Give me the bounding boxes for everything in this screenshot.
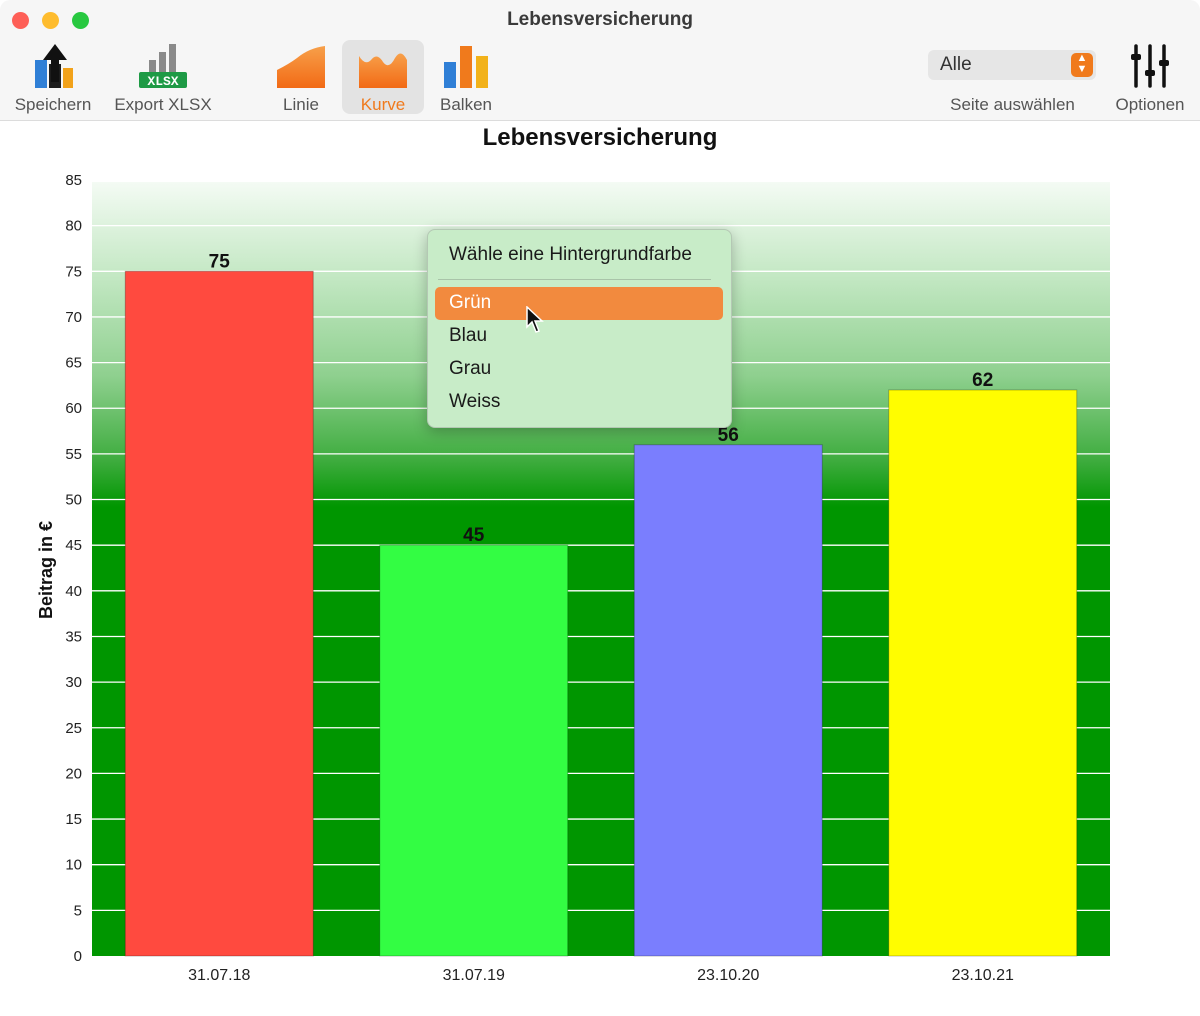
- bar: [124, 270, 314, 957]
- y-tick-label: 40: [65, 583, 82, 600]
- bar-chart-button[interactable]: Balken: [428, 40, 504, 114]
- background-color-menu: Wähle eine Hintergrundfarbe Grün Blau Gr…: [427, 229, 732, 428]
- close-window-button[interactable]: [12, 12, 29, 29]
- export-xlsx-button[interactable]: XLSX Export XLSX: [110, 40, 216, 114]
- sliders-icon: [1131, 44, 1169, 88]
- save-button[interactable]: Speichern: [10, 40, 96, 114]
- y-tick-label: 85: [65, 172, 82, 189]
- menu-item-label: Blau: [449, 325, 488, 346]
- bar-chart-icon: [444, 46, 488, 88]
- y-tick-label: 10: [65, 857, 82, 874]
- y-tick-label: 75: [65, 263, 82, 280]
- y-tick-label: 5: [74, 902, 82, 919]
- bar-value-label: 62: [972, 370, 993, 391]
- y-tick-label: 65: [65, 355, 82, 372]
- bar-value-label: 56: [718, 425, 739, 446]
- y-tick-label: 80: [65, 218, 82, 235]
- menu-item-gruen[interactable]: Grün: [435, 287, 723, 320]
- x-tick-label: 31.07.18: [188, 967, 250, 984]
- y-tick-label: 55: [65, 446, 82, 463]
- spreadsheet-export-icon: XLSX: [139, 44, 187, 89]
- xlsx-badge-text: XLSX: [147, 74, 178, 89]
- menu-item-weiss[interactable]: Weiss: [435, 386, 723, 419]
- zoom-window-button[interactable]: [72, 12, 89, 29]
- y-tick-label: 45: [65, 537, 82, 554]
- menu-item-label: Grau: [449, 358, 492, 379]
- export-label: Export XLSX: [114, 95, 212, 114]
- x-tick-label: 23.10.21: [952, 967, 1014, 984]
- y-tick-label: 25: [65, 720, 82, 737]
- y-tick-label: 60: [65, 400, 82, 417]
- y-tick-label: 35: [65, 628, 82, 645]
- menu-item-grau[interactable]: Grau: [435, 353, 723, 386]
- y-tick-label: 20: [65, 765, 82, 782]
- chart-title: Lebensversicherung: [482, 124, 718, 151]
- bar-value-label: 75: [209, 251, 231, 272]
- line-chart-icon: [277, 46, 325, 88]
- bar: [888, 389, 1078, 957]
- line-label: Linie: [283, 95, 319, 114]
- bar: [633, 444, 823, 957]
- mouse-cursor-icon: [526, 306, 544, 333]
- menu-header: Wähle eine Hintergrundfarbe: [449, 244, 692, 265]
- y-tick-label: 50: [65, 492, 82, 509]
- save-label: Speichern: [14, 95, 92, 114]
- bars-label: Balken: [440, 95, 492, 114]
- bar: [379, 544, 569, 957]
- y-axis-label: Beitrag in €: [36, 521, 56, 619]
- select-stepper-icon: ▲ ▼: [1071, 53, 1093, 77]
- x-tick-label: 23.10.20: [697, 967, 759, 984]
- minimize-window-button[interactable]: [42, 12, 59, 29]
- line-chart-button[interactable]: Linie: [262, 40, 340, 114]
- menu-item-blau[interactable]: Blau: [435, 320, 723, 353]
- bar-value-label: 45: [463, 525, 485, 546]
- y-tick-label: 70: [65, 309, 82, 326]
- options-label: Optionen: [1115, 95, 1185, 114]
- menu-item-label: Weiss: [449, 391, 501, 412]
- curve-chart-button[interactable]: Kurve: [342, 40, 424, 114]
- x-tick-label: 31.07.19: [443, 967, 505, 984]
- menu-item-label: Grün: [449, 292, 492, 313]
- curve-chart-icon: [359, 53, 407, 88]
- window-title: Lebensversicherung: [507, 9, 693, 30]
- toolbar: Lebensversicherung Speichern XLSX Export…: [0, 0, 1200, 121]
- save-icon: [35, 44, 73, 88]
- menu-separator: [438, 279, 711, 280]
- page-select-value: Alle: [940, 54, 972, 75]
- curve-label: Kurve: [360, 95, 406, 114]
- page-select-caption: Seite auswählen: [950, 95, 1075, 114]
- y-tick-label: 30: [65, 674, 82, 691]
- page-select[interactable]: Alle ▲ ▼: [928, 50, 1096, 80]
- options-button[interactable]: Optionen: [1108, 40, 1192, 114]
- y-tick-label: 0: [74, 948, 82, 965]
- y-tick-label: 15: [65, 811, 82, 828]
